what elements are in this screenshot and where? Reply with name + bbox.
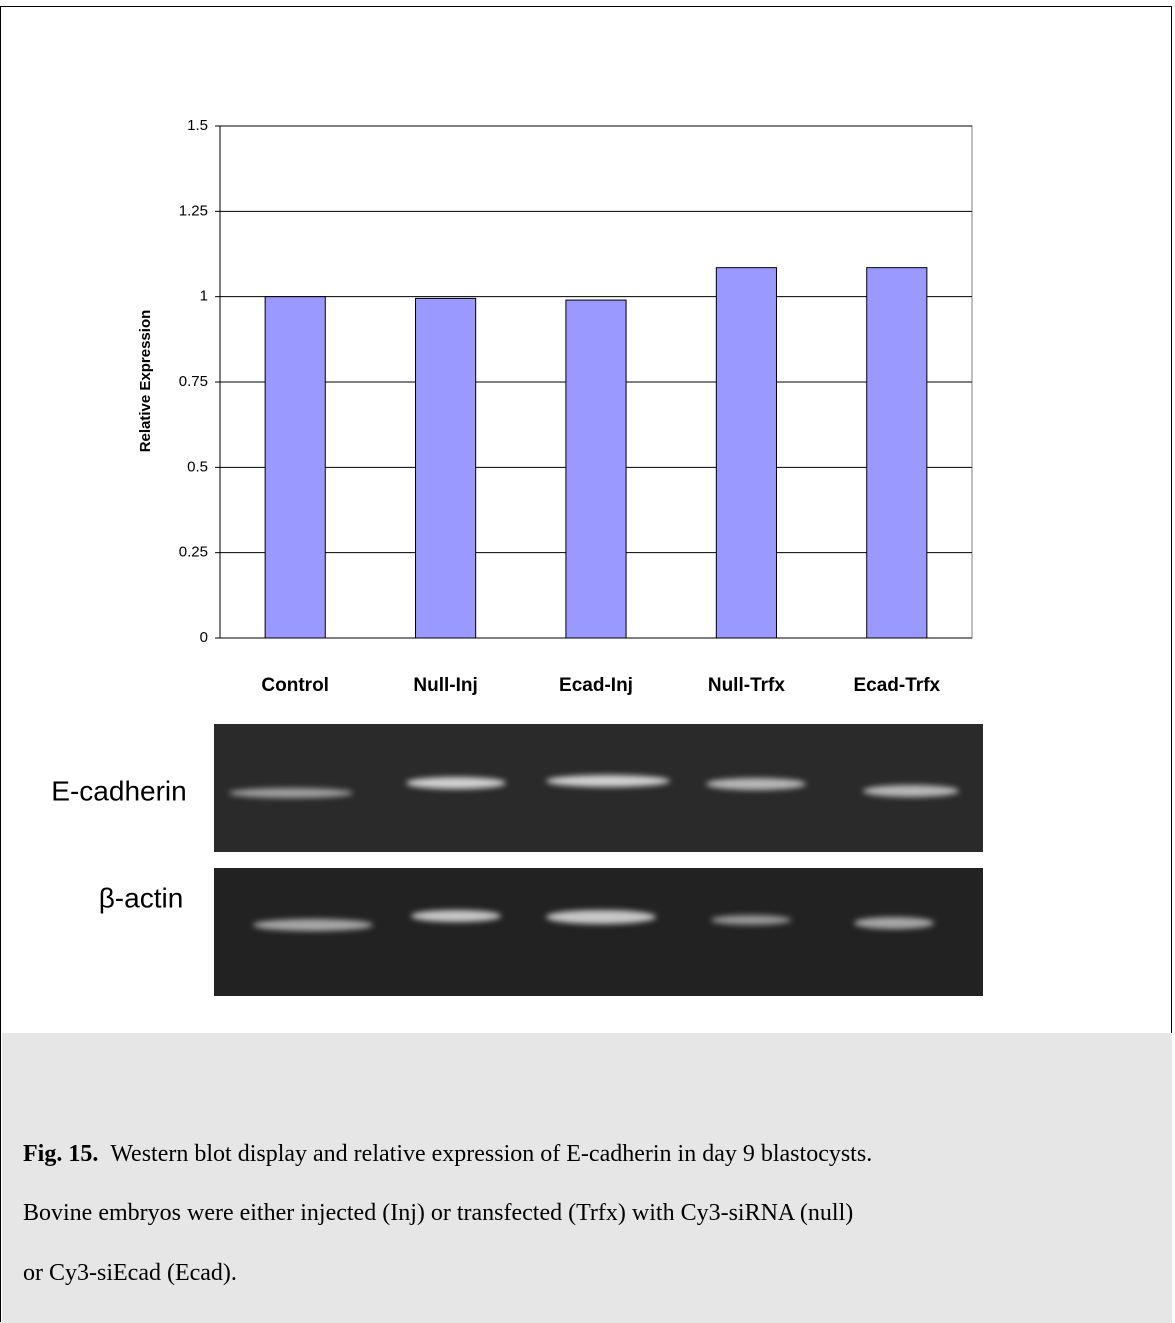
y-tick-label: 0.75 xyxy=(179,373,208,390)
bar xyxy=(416,298,476,638)
y-tick-label: 0.25 xyxy=(179,544,208,561)
x-tick-label: Null-Inj xyxy=(413,675,477,696)
y-tick-label: 1.25 xyxy=(179,202,208,219)
blot-images xyxy=(214,724,983,996)
figure-frame: Relative Expression E-cadherin β-actin 0… xyxy=(0,6,1172,1322)
y-tick-label: 1 xyxy=(200,288,208,305)
blot-image xyxy=(214,868,983,996)
x-tick-label: Ecad-Trfx xyxy=(854,675,941,696)
y-tick-label: 0.5 xyxy=(187,458,208,475)
blot-label: E-cadherin xyxy=(51,775,186,806)
caption-line: Bovine embryos were either injected (Inj… xyxy=(23,1200,853,1227)
bar xyxy=(867,268,927,638)
blot-label: β-actin xyxy=(99,882,184,913)
y-axis-label: Relative Expression xyxy=(137,310,154,453)
caption-line: or Cy3-siEcad (Ecad). xyxy=(23,1260,237,1287)
y-tick-label: 0 xyxy=(200,629,208,646)
x-tick-label: Control xyxy=(261,675,329,696)
chart: Relative Expression E-cadherin β-actin 0… xyxy=(1,7,1171,1027)
page: Relative Expression E-cadherin β-actin 0… xyxy=(0,0,1175,1322)
caption-label: Fig. 15. xyxy=(23,1141,98,1167)
caption: Fig. 15. Western blot display and relati… xyxy=(2,1033,1172,1323)
blot-image xyxy=(214,724,983,852)
y-tick-label: 1.5 xyxy=(187,117,208,134)
x-tick-label: Null-Trfx xyxy=(708,675,785,696)
bar xyxy=(716,268,776,638)
x-tick-label: Ecad-Inj xyxy=(559,675,633,696)
bar xyxy=(566,300,626,638)
caption-text: Western blot display and relative expres… xyxy=(110,1141,872,1167)
bar xyxy=(265,297,325,638)
caption-line: Fig. 15. Western blot display and relati… xyxy=(23,1141,872,1168)
